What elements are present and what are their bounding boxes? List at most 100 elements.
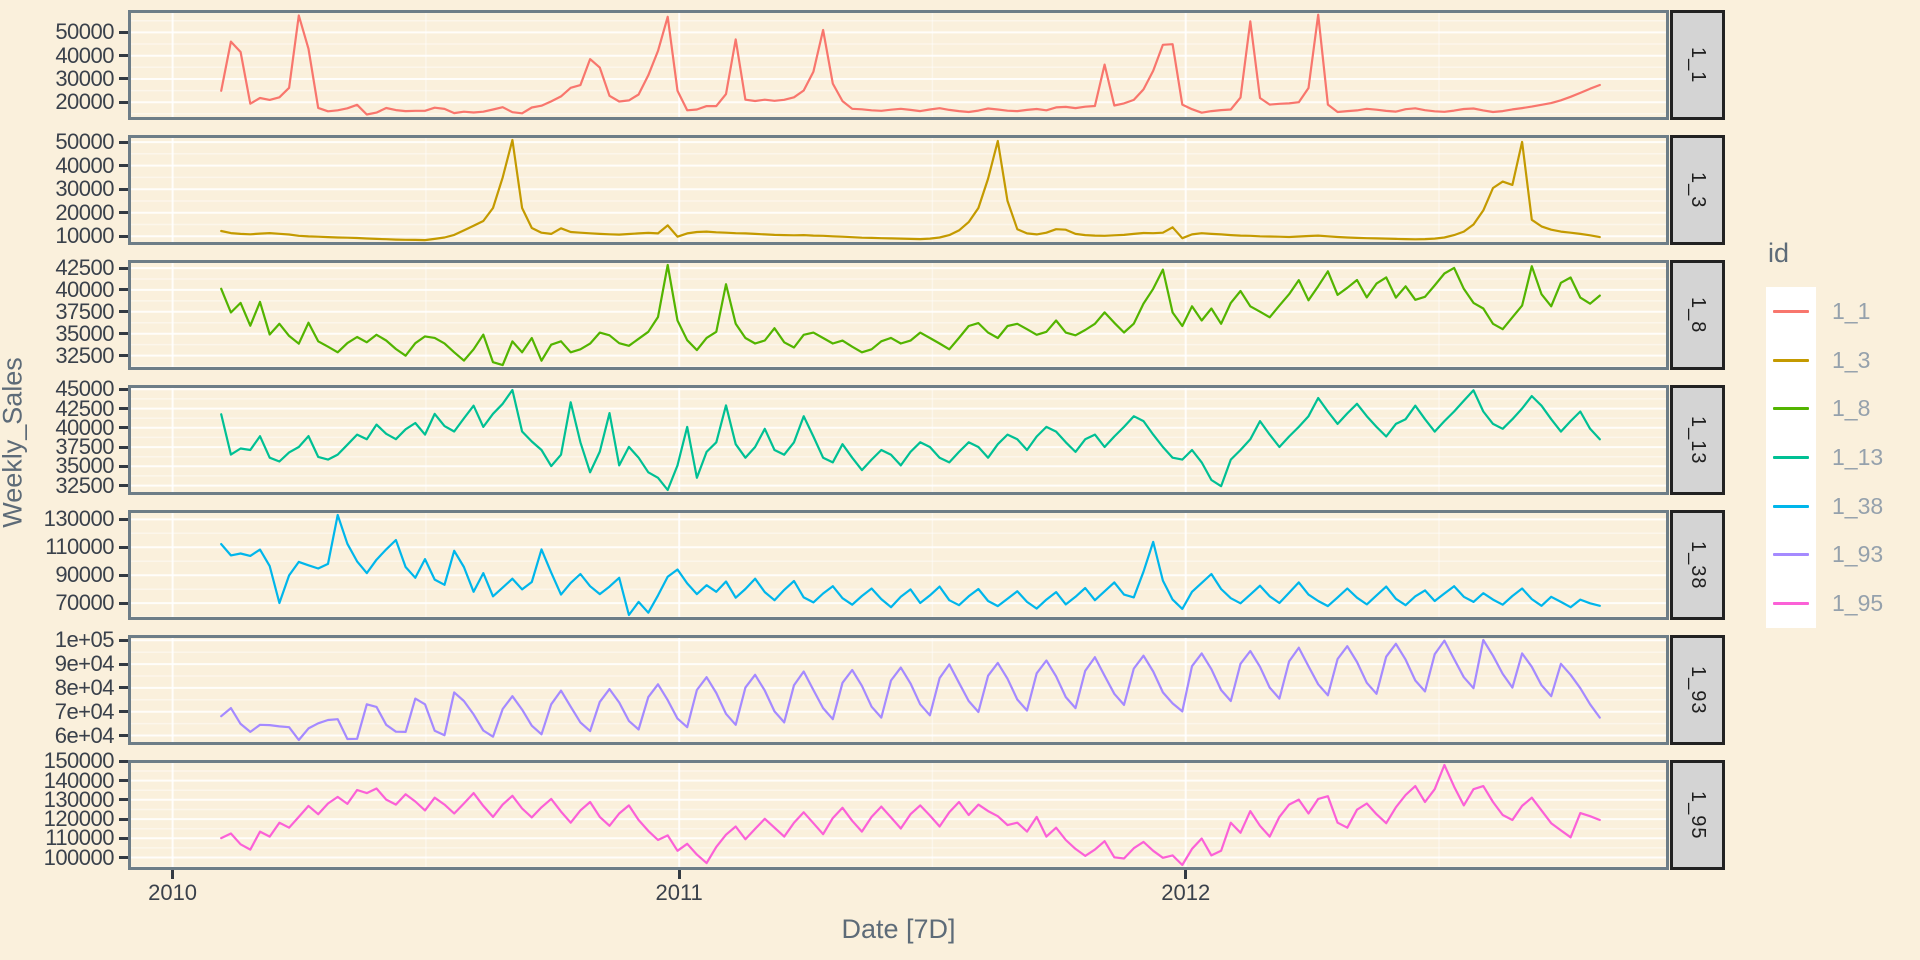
facet-panel-1_1 xyxy=(128,10,1669,120)
facet-plot-1_8 xyxy=(128,260,1669,370)
panel-background xyxy=(128,10,1669,120)
series-line-1_95 xyxy=(220,763,1601,867)
y-tick-mark xyxy=(119,545,128,549)
facet-plot-1_95 xyxy=(128,760,1669,870)
y-tick-mark xyxy=(119,310,128,314)
y-tick-label: 37500 xyxy=(55,434,114,460)
legend-key-line xyxy=(1773,455,1809,459)
y-tick-label: 45000 xyxy=(55,376,114,402)
facet-plot-1_1 xyxy=(128,10,1669,120)
y-tick-label: 40000 xyxy=(55,276,114,302)
y-tick-mark xyxy=(119,798,128,802)
y-tick-mark xyxy=(119,573,128,577)
legend-entry-label: 1_95 xyxy=(1832,589,1884,616)
y-tick-label: 6e+04 xyxy=(54,722,115,748)
legend-key-line xyxy=(1773,309,1809,313)
series-line-1_38 xyxy=(220,513,1601,617)
y-tick-mark xyxy=(119,517,128,521)
legend-entry-label: 1_13 xyxy=(1832,443,1884,470)
legend-key-line xyxy=(1773,358,1809,362)
y-tick-mark xyxy=(119,779,128,783)
panel-border xyxy=(128,260,1669,370)
y-tick-label: 8e+04 xyxy=(54,674,115,700)
panel-border xyxy=(128,385,1669,495)
y-tick-mark xyxy=(119,140,128,144)
panel-border xyxy=(128,635,1669,745)
facet-panel-1_93 xyxy=(128,635,1669,745)
y-tick-mark xyxy=(119,445,128,449)
legend-keys: 1_1 1_3 1_8 1_13 1_38 1_93 1_95 xyxy=(1762,287,1883,628)
y-tick-label: 1e+05 xyxy=(54,627,115,653)
y-tick-mark xyxy=(119,638,128,642)
y-tick-mark xyxy=(119,100,128,104)
y-tick-mark xyxy=(119,817,128,821)
y-tick-mark xyxy=(119,426,128,430)
y-tick-mark xyxy=(119,856,128,860)
y-tick-label: 20000 xyxy=(55,199,114,225)
y-tick-label: 42500 xyxy=(55,395,114,421)
facet-panel-1_8 xyxy=(128,260,1669,370)
legend: id 1_1 1_3 1_8 1_13 1_38 1_93 1_95 xyxy=(1762,238,1883,628)
legend-key-line xyxy=(1773,407,1809,411)
y-tick-label: 50000 xyxy=(55,19,114,45)
facet-plot-1_38 xyxy=(128,510,1669,620)
legend-entry-1_95: 1_95 xyxy=(1762,579,1883,628)
series-line-1_8 xyxy=(220,263,1601,367)
facet-panel-1_38 xyxy=(128,510,1669,620)
y-tick-label: 130000 xyxy=(43,506,115,532)
facet-strip-label: 1_93 xyxy=(1687,665,1709,715)
legend-key-line xyxy=(1773,553,1809,557)
y-tick-mark xyxy=(119,164,128,168)
y-tick-mark xyxy=(119,407,128,411)
y-tick-label: 20000 xyxy=(55,89,114,115)
y-tick-mark xyxy=(119,759,128,763)
facet-strip-label: 1_8 xyxy=(1687,296,1709,334)
legend-entry-label: 1_38 xyxy=(1832,492,1884,519)
legend-entry-1_3: 1_3 xyxy=(1762,336,1870,385)
facet-strip-label: 1_13 xyxy=(1687,415,1709,465)
y-tick-label: 35000 xyxy=(55,453,114,479)
y-tick-mark xyxy=(119,484,128,488)
legend-key-line xyxy=(1773,504,1809,508)
y-tick-label: 150000 xyxy=(43,748,115,774)
y-tick-label: 10000 xyxy=(55,223,114,249)
facet-strip-1_1: 1_1 xyxy=(1670,10,1725,120)
y-tick-label: 40000 xyxy=(55,42,114,68)
y-tick-mark xyxy=(119,54,128,58)
y-tick-label: 130000 xyxy=(43,786,115,812)
legend-entry-1_13: 1_13 xyxy=(1762,433,1883,482)
legend-entry-1_38: 1_38 xyxy=(1762,482,1883,531)
x-tick-label: 2010 xyxy=(148,880,198,905)
panel-border xyxy=(128,135,1669,245)
facet-strip-label: 1_95 xyxy=(1687,790,1709,840)
facet-strip-1_95: 1_95 xyxy=(1670,760,1725,870)
facet-strip-1_38: 1_38 xyxy=(1670,510,1725,620)
y-tick-label: 40000 xyxy=(55,152,114,178)
series-line-1_1 xyxy=(220,13,1601,116)
legend-entry-label: 1_1 xyxy=(1832,297,1871,324)
facet-strip-1_13: 1_13 xyxy=(1670,385,1725,495)
legend-key-line xyxy=(1773,601,1809,605)
y-tick-label: 42500 xyxy=(55,255,114,281)
y-tick-label: 110000 xyxy=(45,825,114,851)
y-tick-label: 110000 xyxy=(45,534,114,560)
y-tick-mark xyxy=(119,288,128,292)
y-tick-label: 37500 xyxy=(55,298,114,324)
legend-entry-label: 1_3 xyxy=(1832,346,1871,373)
y-tick-label: 32500 xyxy=(55,342,114,368)
y-tick-mark xyxy=(119,601,128,605)
y-tick-label: 30000 xyxy=(55,65,114,91)
y-tick-label: 30000 xyxy=(55,176,114,202)
series-line-1_3 xyxy=(220,138,1601,242)
panel-background xyxy=(128,635,1669,745)
y-tick-label: 90000 xyxy=(55,562,114,588)
facet-strip-label: 1_38 xyxy=(1687,540,1709,590)
panel-border xyxy=(128,10,1669,120)
y-tick-label: 100000 xyxy=(43,844,115,870)
y-tick-label: 35000 xyxy=(55,320,114,346)
facet-plot-1_93 xyxy=(128,635,1669,745)
facet-panel-1_95 xyxy=(128,760,1669,870)
legend-title: id xyxy=(1768,238,1790,268)
panel-background xyxy=(128,385,1669,495)
